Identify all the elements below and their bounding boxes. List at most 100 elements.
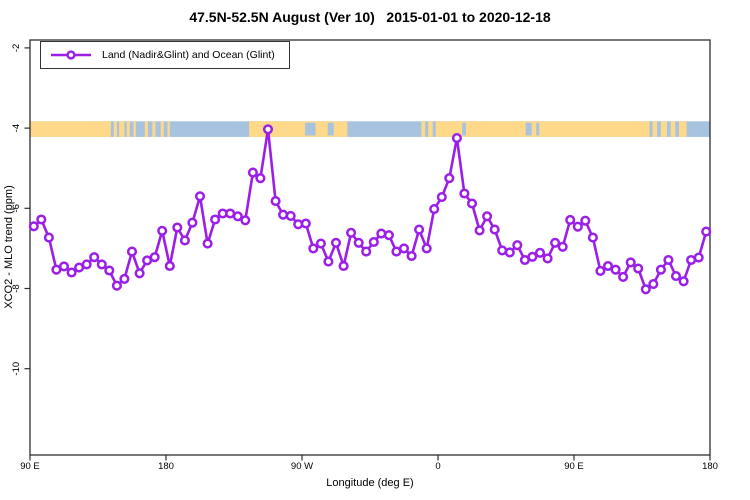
data-point: [210, 214, 221, 225]
data-point: [187, 217, 198, 228]
data-point: [572, 221, 583, 232]
land-strip-segment: [160, 121, 164, 137]
land-strip-segment: [126, 121, 130, 137]
data-point: [285, 210, 296, 221]
data-point: [247, 167, 258, 178]
data-point: [489, 224, 500, 235]
data-point: [240, 215, 251, 226]
data-point: [534, 247, 546, 258]
y-tick-label: -6: [11, 204, 22, 212]
land-strip-segment: [670, 121, 676, 137]
data-point: [542, 253, 553, 264]
land-strip-segment: [113, 121, 117, 137]
data-point: [701, 226, 712, 237]
data-point: [512, 240, 523, 251]
land-strip-segment: [30, 121, 111, 137]
data-point: [376, 228, 387, 239]
land-strip-segment: [152, 121, 156, 137]
y-axis-title: XCO2 - MLO trend (ppm): [3, 185, 15, 309]
data-point: [406, 250, 417, 262]
data-point: [383, 230, 394, 241]
data-point: [580, 215, 591, 226]
data-point: [262, 124, 274, 135]
land-strip-segment: [167, 121, 170, 137]
data-point: [429, 204, 440, 215]
data-point: [587, 232, 598, 243]
data-point: [104, 265, 115, 276]
land-strip-segment: [421, 121, 426, 137]
data-point: [96, 259, 107, 270]
x-axis-title: Longitude (deg E): [326, 477, 414, 489]
ocean-patch: [536, 122, 540, 136]
data-point: [315, 238, 326, 249]
land-strip-segment: [435, 121, 650, 137]
data-point: [474, 225, 485, 236]
data-point: [338, 260, 349, 272]
data-point: [693, 252, 704, 263]
y-tick-label: -2: [11, 44, 22, 52]
data-point: [172, 222, 183, 233]
data-point: [482, 211, 493, 222]
x-tick-label: 90 E: [20, 461, 40, 472]
land-strip-segment: [660, 121, 667, 137]
data-point: [202, 238, 213, 249]
land-strip-segment: [249, 121, 348, 137]
data-point: [308, 243, 319, 254]
land-strip-segment: [428, 121, 433, 137]
data-point: [618, 271, 629, 282]
x-tick-label: 90 W: [291, 461, 313, 472]
ocean-patch: [525, 122, 532, 136]
data-point: [550, 237, 561, 248]
data-point: [36, 214, 47, 225]
plot-box: [29, 39, 711, 456]
data-point: [323, 256, 334, 267]
data-point: [595, 265, 606, 276]
data-point: [451, 133, 462, 144]
data-point: [28, 221, 39, 232]
data-point: [81, 259, 92, 270]
data-point: [300, 218, 311, 229]
data-point: [655, 264, 666, 275]
data-point: [625, 257, 636, 268]
data-point: [670, 271, 682, 282]
data-point: [648, 279, 659, 290]
data-point: [602, 260, 614, 272]
data-point: [149, 252, 160, 263]
x-tick-label: 180: [702, 461, 718, 472]
data-point: [278, 209, 289, 220]
data-point: [157, 225, 168, 236]
data-point: [353, 237, 364, 248]
y-tick-label: -10: [11, 362, 22, 376]
y-tick-label: -4: [11, 124, 22, 132]
data-point: [444, 173, 455, 184]
data-point: [504, 247, 515, 258]
data-point: [111, 280, 122, 291]
legend-line-marker-icon: [51, 50, 91, 60]
data-point: [66, 267, 77, 278]
data-point: [361, 246, 372, 257]
data-point: [436, 192, 447, 203]
land-strip-segment: [679, 121, 687, 137]
data-point: [640, 284, 651, 295]
data-point: [663, 254, 674, 266]
data-point: [194, 191, 206, 202]
data-point: [527, 251, 538, 262]
y-tick-label: -8: [11, 284, 22, 292]
data-point: [368, 236, 379, 248]
x-tick-label: 180: [158, 461, 174, 472]
data-point: [179, 235, 190, 246]
legend-label: Land (Nadir&Glint) and Ocean (Glint): [102, 49, 275, 61]
data-point: [126, 246, 138, 257]
data-point: [164, 260, 175, 272]
land-strip-segment: [652, 121, 658, 137]
x-tick-label: 0: [435, 461, 440, 472]
data-point: [398, 243, 410, 254]
chart-title: 47.5N-52.5N August (Ver 10) 2015-01-01 t…: [189, 9, 551, 25]
ocean-patch: [305, 122, 316, 136]
data-point: [232, 211, 243, 222]
data-point: [565, 214, 576, 225]
data-point: [610, 264, 621, 275]
x-tick-label: 90 E: [564, 461, 584, 472]
data-point: [58, 261, 70, 272]
